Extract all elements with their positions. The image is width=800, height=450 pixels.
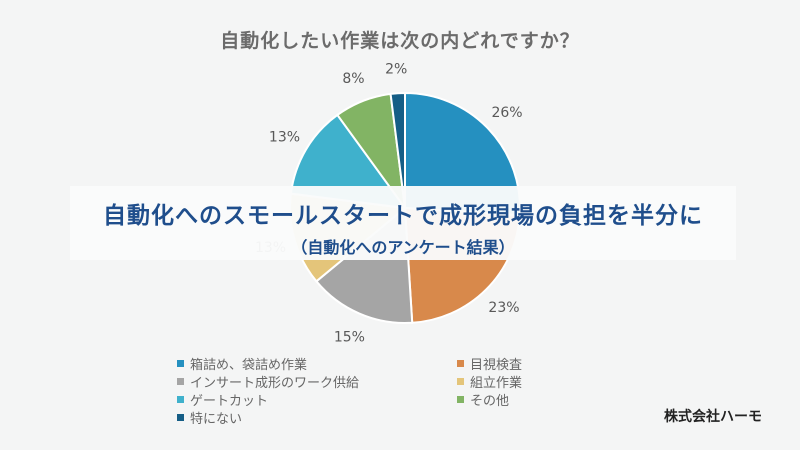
legend-label: 組立作業 [470, 376, 523, 391]
legend-item: 組立作業 [457, 372, 522, 391]
overlay-banner: 自動化へのスモールスタートで成形現場の負担を半分に （自動化へのアンケート結果） [70, 186, 736, 260]
pie-slice [389, 91, 406, 209]
data-label: 23% [488, 300, 519, 316]
legend-swatch [457, 378, 464, 385]
data-label: 26% [491, 105, 522, 121]
legend-item: インサート成形のワーク供給 [177, 372, 359, 391]
legend-label: インサート成形のワーク供給 [190, 376, 360, 391]
data-label: 2% [385, 61, 407, 77]
data-label: 13% [269, 130, 300, 146]
legend-swatch [177, 378, 184, 385]
banner-headline: 自動化へのスモールスタートで成形現場の負担を半分に [103, 203, 703, 229]
legend-swatch [457, 360, 464, 367]
chart-title: 自動化したい作業は次の内どれですか？ [220, 30, 580, 52]
legend-swatch [177, 396, 184, 403]
data-label: 8% [342, 71, 364, 87]
legend-item: その他 [457, 390, 509, 409]
legend-swatch [177, 414, 184, 421]
legend-item: 箱詰め、袋詰め作業 [177, 354, 307, 373]
banner-subtitle: （自動化へのアンケート結果） [291, 238, 515, 257]
data-label: 15% [334, 329, 365, 345]
legend-label: 箱詰め、袋詰め作業 [190, 358, 308, 373]
legend-label: 特にない [190, 412, 243, 427]
legend-label: 目視検査 [470, 358, 523, 373]
legend-label: ゲートカット [190, 394, 269, 409]
legend-label: その他 [470, 394, 510, 409]
legend-swatch [177, 360, 184, 367]
company-name: 株式会社ハーモ [664, 409, 762, 425]
legend-item: ゲートカット [177, 390, 268, 409]
legend-item: 特にない [177, 408, 242, 427]
legend-item: 目視検査 [457, 354, 522, 373]
legend-swatch [457, 396, 464, 403]
